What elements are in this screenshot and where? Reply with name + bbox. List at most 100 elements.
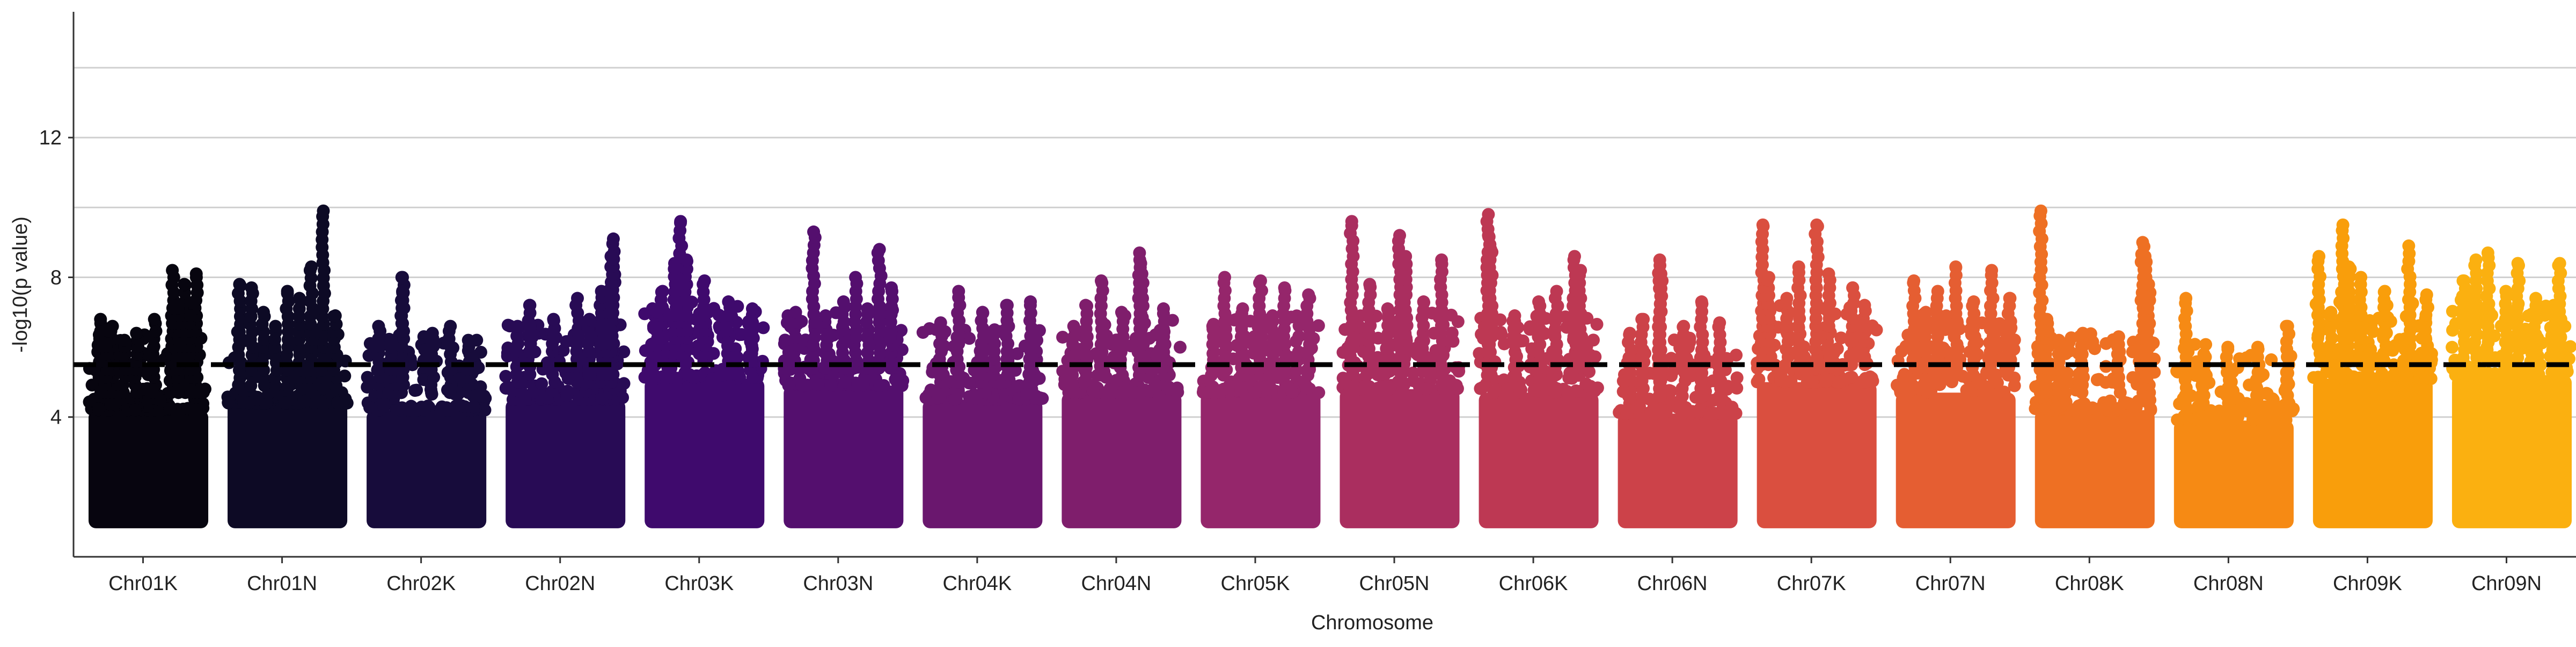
snp-point [418,403,431,417]
snp-point [1285,386,1299,399]
snp-point [1382,382,1396,396]
chromosome-points-chr07n [1890,260,2021,528]
snp-point [560,335,573,348]
snp-point [1652,403,1666,417]
dense-point-band [923,399,1043,528]
snp-point [2446,340,2459,354]
snp-point-peak [118,333,131,347]
snp-point-peak [94,312,107,326]
snp-point-peak [281,285,294,298]
snp-point-peak [1417,295,1430,309]
snp-point-peak [1695,295,1708,309]
snp-point-peak [1067,319,1080,333]
chromosome-points-chr03n [778,225,910,528]
snp-point [237,396,250,409]
snp-point [540,391,554,405]
snp-point [1523,323,1536,336]
x-tick-label-chr06k: Chr06K [1499,572,1568,595]
snp-point [92,402,105,416]
snp-point-peak [807,225,821,238]
snp-point [2446,304,2459,318]
x-tick-label-chr08n: Chr08N [2193,572,2264,595]
snp-point-peak [1482,208,1495,221]
snp-point-peak [523,299,536,312]
snp-point-peak [305,260,318,273]
snp-point [706,372,719,386]
chromosome-points-chr04k [916,285,1049,528]
snp-point-peak [2040,312,2054,326]
y-tick-label: 8 [50,266,62,289]
snp-point-peak [462,333,475,347]
snp-point [596,392,609,405]
snp-point-peak [571,292,584,305]
snp-point-peak [1508,309,1521,323]
snp-point [361,380,374,394]
snp-point-peak [2197,347,2211,361]
snp-point-peak [1381,302,1394,316]
snp-point-peak [269,319,282,333]
snp-point [2099,376,2112,389]
snp-point [1527,383,1541,397]
snp-point-peak [1931,285,1944,298]
snp-point-peak [849,271,862,284]
snp-point [1487,386,1501,399]
snp-point-peak [1482,229,1495,242]
snp-point [1730,348,1743,362]
snp-point-peak [722,295,735,309]
snp-point [1312,386,1326,399]
snp-point [735,328,748,341]
snp-point [916,326,930,339]
chromosome-points-chr08k [2029,204,2161,528]
snp-point-peak [444,319,457,333]
snp-point-peak [604,250,618,263]
snp-point-peak [396,271,409,284]
snp-point-peak [2034,204,2047,217]
snp-point [1894,380,1908,394]
snp-point-peak [1278,281,1291,295]
snp-point [757,321,770,335]
snp-point [535,377,548,390]
snp-point-peak [1919,306,1933,319]
snp-point [560,389,574,402]
snp-point [2325,366,2338,380]
snp-point-peak [1024,295,1037,309]
snp-point [1474,382,1487,395]
snp-point [189,403,203,416]
snp-point [331,396,345,409]
snp-point [2199,338,2213,351]
snp-point [2314,372,2328,386]
dense-point-band [784,386,904,528]
snp-point [435,400,449,413]
snp-point-peak [1762,271,1775,284]
snp-point [499,369,513,383]
snp-point [1730,371,1744,384]
x-tick-label-chr01k: Chr01K [108,572,178,595]
snp-point [931,391,945,404]
snp-point-peak [130,326,143,340]
snp-point [1056,330,1070,344]
x-tick-label-chr09n: Chr09N [2471,572,2542,595]
grid-layer [74,67,2576,418]
snp-point [1865,375,1878,388]
x-tick-label-chr02n: Chr02N [525,572,595,595]
snp-point-peak [873,243,886,256]
snp-point [2505,365,2518,378]
snp-point [948,393,961,406]
dense-point-band [1618,413,1738,528]
snp-point [2387,368,2400,382]
chromosome-points-chr05k [1196,271,1326,528]
snp-point [2080,402,2093,415]
snp-point [1806,375,1819,388]
snp-point [660,372,673,385]
snp-point-peak [1822,267,1835,280]
snp-point [963,332,976,345]
snp-point-peak [606,232,620,245]
snp-point [979,386,992,399]
x-tick-label-chr09k: Chr09K [2333,572,2402,595]
snp-point-peak [1574,264,1587,277]
snp-point-peak [988,323,1001,337]
snp-point-peak [668,257,681,270]
snp-point-peak [2420,288,2433,302]
snp-point [1407,374,1420,388]
